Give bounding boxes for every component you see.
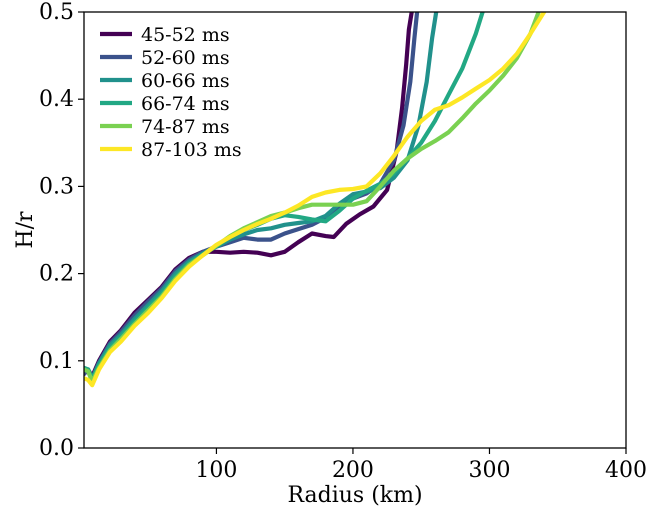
legend-label-1: 45-52 ms xyxy=(141,24,230,46)
legend-label-6: 87-103 ms xyxy=(141,139,242,161)
x-tick-label: 200 xyxy=(332,458,374,483)
plot-frame xyxy=(83,11,627,449)
y-tick-label: 0.0 xyxy=(39,436,74,461)
y-tick-label: 0.5 xyxy=(39,0,74,25)
x-axis-label: Radius (km) xyxy=(287,483,422,508)
x-tick-label: 400 xyxy=(605,458,647,483)
y-axis-label: H/r xyxy=(13,211,38,249)
ticks-layer: 100 200 300 400 0.0 0.1 0.2 0.3 0.4 0.5 xyxy=(39,0,647,483)
legend-label-3: 60-66 ms xyxy=(141,70,230,92)
legend-label-4: 66-74 ms xyxy=(141,93,230,115)
series-layer xyxy=(84,12,547,388)
legend-label-2: 52-60 ms xyxy=(141,47,230,69)
x-tick-label: 300 xyxy=(468,458,510,483)
legend-label-5: 74-87 ms xyxy=(141,116,230,138)
y-tick-label: 0.3 xyxy=(39,174,74,199)
y-tick-label: 0.4 xyxy=(39,87,74,112)
y-tick-label: 0.1 xyxy=(39,349,74,374)
series-line-6 xyxy=(84,12,547,388)
x-tick-label: 100 xyxy=(195,458,237,483)
y-tick-label: 0.2 xyxy=(39,262,74,287)
